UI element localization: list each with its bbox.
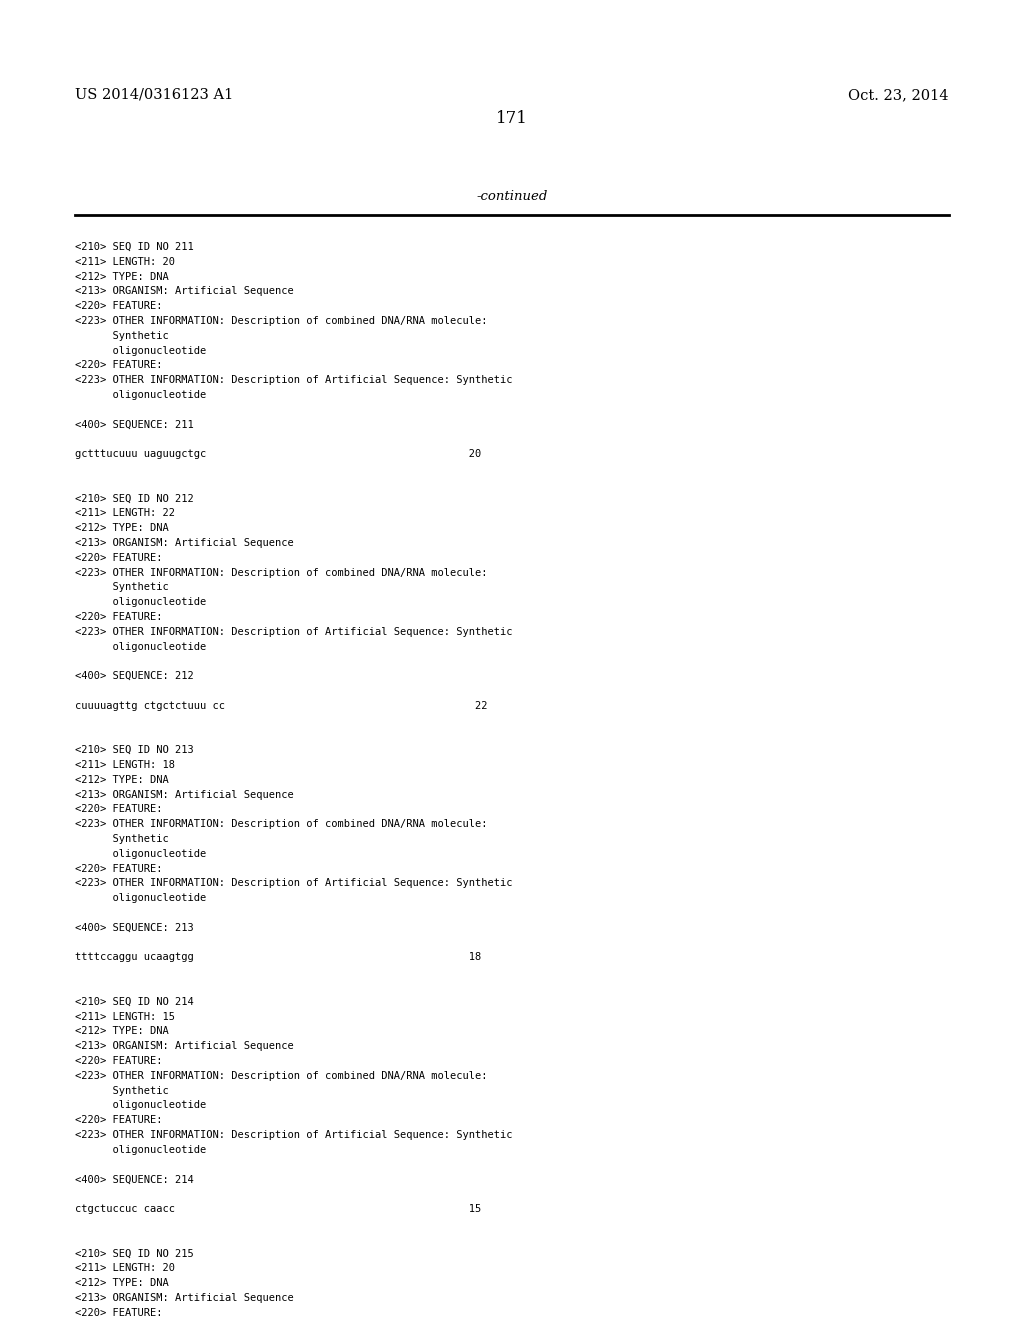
Text: <213> ORGANISM: Artificial Sequence: <213> ORGANISM: Artificial Sequence xyxy=(75,789,294,800)
Text: <400> SEQUENCE: 213: <400> SEQUENCE: 213 xyxy=(75,923,194,933)
Text: <223> OTHER INFORMATION: Description of combined DNA/RNA molecule:: <223> OTHER INFORMATION: Description of … xyxy=(75,1071,487,1081)
Text: <211> LENGTH: 22: <211> LENGTH: 22 xyxy=(75,508,175,519)
Text: Oct. 23, 2014: Oct. 23, 2014 xyxy=(849,88,949,102)
Text: <400> SEQUENCE: 214: <400> SEQUENCE: 214 xyxy=(75,1175,194,1184)
Text: <223> OTHER INFORMATION: Description of Artificial Sequence: Synthetic: <223> OTHER INFORMATION: Description of … xyxy=(75,1130,512,1140)
Text: Synthetic: Synthetic xyxy=(75,582,169,593)
Text: <212> TYPE: DNA: <212> TYPE: DNA xyxy=(75,272,169,281)
Text: ttttccaggu ucaagtgg                                            18: ttttccaggu ucaagtgg 18 xyxy=(75,953,481,962)
Text: oligonucleotide: oligonucleotide xyxy=(75,849,206,859)
Text: oligonucleotide: oligonucleotide xyxy=(75,642,206,652)
Text: -continued: -continued xyxy=(476,190,548,203)
Text: <213> ORGANISM: Artificial Sequence: <213> ORGANISM: Artificial Sequence xyxy=(75,286,294,297)
Text: <210> SEQ ID NO 215: <210> SEQ ID NO 215 xyxy=(75,1249,194,1258)
Text: <212> TYPE: DNA: <212> TYPE: DNA xyxy=(75,1278,169,1288)
Text: <223> OTHER INFORMATION: Description of Artificial Sequence: Synthetic: <223> OTHER INFORMATION: Description of … xyxy=(75,375,512,385)
Text: <212> TYPE: DNA: <212> TYPE: DNA xyxy=(75,523,169,533)
Text: US 2014/0316123 A1: US 2014/0316123 A1 xyxy=(75,88,233,102)
Text: <400> SEQUENCE: 211: <400> SEQUENCE: 211 xyxy=(75,420,194,429)
Text: oligonucleotide: oligonucleotide xyxy=(75,1144,206,1155)
Text: oligonucleotide: oligonucleotide xyxy=(75,597,206,607)
Text: Synthetic: Synthetic xyxy=(75,1085,169,1096)
Text: oligonucleotide: oligonucleotide xyxy=(75,894,206,903)
Text: <220> FEATURE:: <220> FEATURE: xyxy=(75,804,163,814)
Text: gctttucuuu uaguugctgc                                          20: gctttucuuu uaguugctgc 20 xyxy=(75,449,481,459)
Text: <210> SEQ ID NO 211: <210> SEQ ID NO 211 xyxy=(75,242,194,252)
Text: <210> SEQ ID NO 213: <210> SEQ ID NO 213 xyxy=(75,746,194,755)
Text: <211> LENGTH: 15: <211> LENGTH: 15 xyxy=(75,1011,175,1022)
Text: <220> FEATURE:: <220> FEATURE: xyxy=(75,863,163,874)
Text: <223> OTHER INFORMATION: Description of Artificial Sequence: Synthetic: <223> OTHER INFORMATION: Description of … xyxy=(75,627,512,636)
Text: <223> OTHER INFORMATION: Description of combined DNA/RNA molecule:: <223> OTHER INFORMATION: Description of … xyxy=(75,568,487,578)
Text: <210> SEQ ID NO 214: <210> SEQ ID NO 214 xyxy=(75,997,194,1007)
Text: <211> LENGTH: 18: <211> LENGTH: 18 xyxy=(75,760,175,770)
Text: <400> SEQUENCE: 212: <400> SEQUENCE: 212 xyxy=(75,671,194,681)
Text: <220> FEATURE:: <220> FEATURE: xyxy=(75,553,163,562)
Text: 171: 171 xyxy=(496,110,528,127)
Text: <220> FEATURE:: <220> FEATURE: xyxy=(75,360,163,371)
Text: <211> LENGTH: 20: <211> LENGTH: 20 xyxy=(75,257,175,267)
Text: <210> SEQ ID NO 212: <210> SEQ ID NO 212 xyxy=(75,494,194,504)
Text: <211> LENGTH: 20: <211> LENGTH: 20 xyxy=(75,1263,175,1274)
Text: <213> ORGANISM: Artificial Sequence: <213> ORGANISM: Artificial Sequence xyxy=(75,1041,294,1051)
Text: <223> OTHER INFORMATION: Description of combined DNA/RNA molecule:: <223> OTHER INFORMATION: Description of … xyxy=(75,315,487,326)
Text: <213> ORGANISM: Artificial Sequence: <213> ORGANISM: Artificial Sequence xyxy=(75,1292,294,1303)
Text: <220> FEATURE:: <220> FEATURE: xyxy=(75,612,163,622)
Text: cuuuuagttg ctgctctuuu cc                                        22: cuuuuagttg ctgctctuuu cc 22 xyxy=(75,701,487,710)
Text: <220> FEATURE:: <220> FEATURE: xyxy=(75,1308,163,1317)
Text: <212> TYPE: DNA: <212> TYPE: DNA xyxy=(75,1027,169,1036)
Text: oligonucleotide: oligonucleotide xyxy=(75,1101,206,1110)
Text: ctgctuccuc caacc                                               15: ctgctuccuc caacc 15 xyxy=(75,1204,481,1214)
Text: <213> ORGANISM: Artificial Sequence: <213> ORGANISM: Artificial Sequence xyxy=(75,539,294,548)
Text: <212> TYPE: DNA: <212> TYPE: DNA xyxy=(75,775,169,785)
Text: Synthetic: Synthetic xyxy=(75,331,169,341)
Text: <220> FEATURE:: <220> FEATURE: xyxy=(75,1056,163,1067)
Text: <223> OTHER INFORMATION: Description of combined DNA/RNA molecule:: <223> OTHER INFORMATION: Description of … xyxy=(75,820,487,829)
Text: <220> FEATURE:: <220> FEATURE: xyxy=(75,301,163,312)
Text: oligonucleotide: oligonucleotide xyxy=(75,389,206,400)
Text: oligonucleotide: oligonucleotide xyxy=(75,346,206,355)
Text: <223> OTHER INFORMATION: Description of Artificial Sequence: Synthetic: <223> OTHER INFORMATION: Description of … xyxy=(75,878,512,888)
Text: <220> FEATURE:: <220> FEATURE: xyxy=(75,1115,163,1125)
Text: Synthetic: Synthetic xyxy=(75,834,169,843)
